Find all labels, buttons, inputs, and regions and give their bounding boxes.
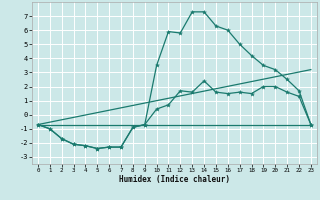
X-axis label: Humidex (Indice chaleur): Humidex (Indice chaleur) [119, 175, 230, 184]
